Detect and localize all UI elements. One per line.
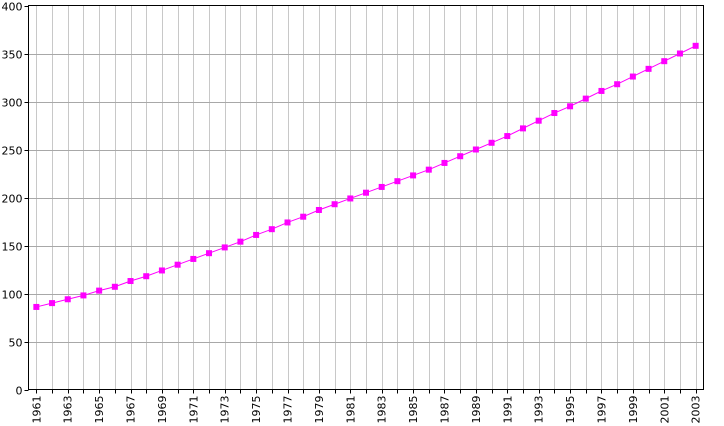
- data-point: [535, 117, 542, 124]
- data-point: [64, 296, 71, 303]
- y-tick-label: 200: [2, 193, 23, 206]
- x-tick-label: 1999: [627, 396, 640, 424]
- data-point: [457, 153, 464, 160]
- y-tick-label: 300: [2, 97, 23, 110]
- x-tick-label: 1995: [564, 396, 577, 424]
- series-group: [33, 42, 699, 310]
- data-point: [253, 231, 260, 238]
- data-point: [221, 244, 228, 251]
- y-tick-label: 350: [2, 49, 23, 62]
- data-point: [551, 110, 558, 117]
- x-axis: 1961 1963 1965 1967 1969 1971 1973 1975 1977 1979…: [30, 389, 703, 424]
- data-point: [504, 133, 511, 140]
- x-tick-label: 1975: [250, 396, 263, 424]
- y-tick-label: 400: [2, 1, 23, 14]
- data-point: [378, 183, 385, 190]
- data-point: [33, 303, 40, 310]
- data-point: [567, 103, 574, 110]
- data-point: [676, 50, 683, 57]
- data-point: [49, 300, 56, 307]
- data-point: [111, 283, 118, 290]
- data-point: [96, 287, 103, 294]
- data-point: [363, 189, 369, 196]
- data-point: [80, 292, 87, 299]
- data-point: [488, 139, 495, 146]
- x-tick-label: 1967: [125, 396, 138, 424]
- data-point: [692, 42, 699, 49]
- x-tick-label: 1991: [501, 395, 514, 423]
- x-tick-label: 1993: [533, 396, 546, 424]
- data-point: [629, 73, 636, 80]
- data-point: [315, 206, 322, 213]
- y-tick-label: 0: [16, 385, 23, 398]
- data-point: [237, 238, 244, 245]
- x-tick-label: 1963: [62, 396, 75, 424]
- data-point: [331, 201, 338, 208]
- data-point: [661, 58, 668, 65]
- grid: [28, 5, 704, 390]
- x-tick-label: 1981: [344, 396, 357, 424]
- data-point: [472, 146, 479, 153]
- x-tick-label: 1965: [93, 396, 106, 424]
- y-tick-label: 100: [2, 289, 23, 302]
- x-tick-label: 1973: [219, 396, 232, 424]
- x-tick-label: 1985: [407, 396, 420, 424]
- x-tick-label: 1979: [313, 396, 326, 424]
- data-point: [206, 250, 213, 257]
- data-point: [300, 213, 307, 220]
- x-tick-label: 1989: [470, 396, 483, 424]
- x-tick-label: 1983: [376, 396, 389, 424]
- data-point: [347, 195, 354, 202]
- x-tick-label: 1987: [438, 396, 451, 424]
- data-point: [519, 125, 526, 132]
- y-tick-label: 50: [9, 337, 23, 350]
- data-point: [410, 172, 417, 179]
- y-tick-label: 150: [2, 241, 23, 254]
- x-tick-label: 1961: [30, 396, 43, 424]
- x-tick-label: 1971: [187, 396, 200, 424]
- y-axis: 0 50 100 150 200 250 300 350 400: [2, 1, 29, 398]
- data-point: [143, 273, 150, 280]
- data-point: [582, 95, 589, 102]
- x-tick-label: 2001: [658, 396, 671, 424]
- y-tick-label: 250: [2, 145, 23, 158]
- data-point: [441, 159, 448, 166]
- x-tick-label: 2003: [690, 396, 703, 424]
- data-point: [394, 178, 401, 185]
- data-point: [614, 81, 621, 88]
- data-point: [190, 255, 197, 262]
- data-point: [425, 166, 432, 173]
- data-point: [284, 219, 291, 226]
- x-tick-label: 1969: [156, 396, 169, 424]
- x-tick-label: 1997: [595, 396, 608, 424]
- x-tick-label: 1977: [282, 396, 295, 424]
- data-point: [158, 267, 165, 274]
- data-point: [645, 65, 652, 72]
- data-point: [174, 261, 181, 268]
- data-point: [268, 226, 275, 233]
- data-point: [127, 278, 134, 285]
- data-point: [598, 87, 605, 94]
